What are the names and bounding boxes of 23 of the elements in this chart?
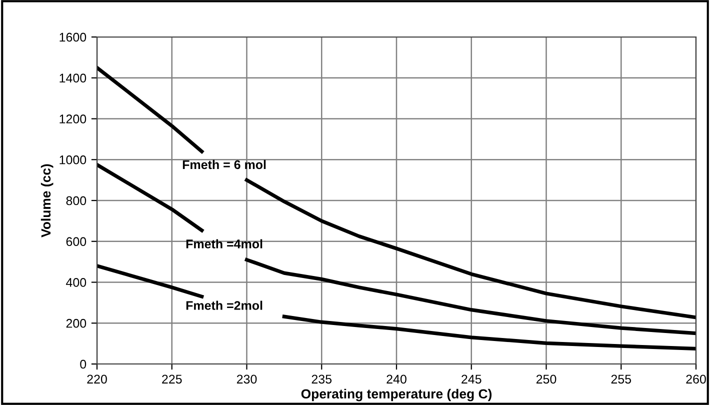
- x-tick-label: 255: [611, 374, 632, 384]
- x-tick-label: 245: [462, 374, 482, 384]
- x-axis-title: Operating temperature (deg C): [301, 388, 492, 402]
- x-tick-label: 250: [536, 374, 556, 384]
- x-tick-label: 220: [87, 374, 107, 384]
- y-tick-label: 400: [66, 278, 86, 287]
- y-axis-title: Volume (cc): [40, 164, 54, 238]
- y-tick-label: 1600: [60, 32, 86, 42]
- x-tick-label: 235: [312, 374, 332, 384]
- y-tick-label: 1200: [60, 114, 86, 124]
- x-tick-label: 260: [686, 374, 706, 384]
- annotation: Fmeth =2mol: [186, 300, 262, 310]
- x-tick-label: 230: [236, 374, 257, 384]
- y-tick-label: 1400: [60, 74, 86, 83]
- y-tick-label: 800: [66, 196, 86, 206]
- y-tick-label: 200: [66, 318, 86, 328]
- annotation: Fmeth =4mol: [186, 239, 262, 248]
- annotation: Fmeth = 6 mol: [182, 160, 266, 170]
- x-tick-label: 225: [162, 374, 182, 384]
- y-tick-label: 600: [66, 237, 86, 246]
- y-tick-label: 1000: [60, 155, 86, 164]
- x-tick-label: 240: [386, 374, 406, 384]
- y-tick-label: 0: [80, 360, 86, 369]
